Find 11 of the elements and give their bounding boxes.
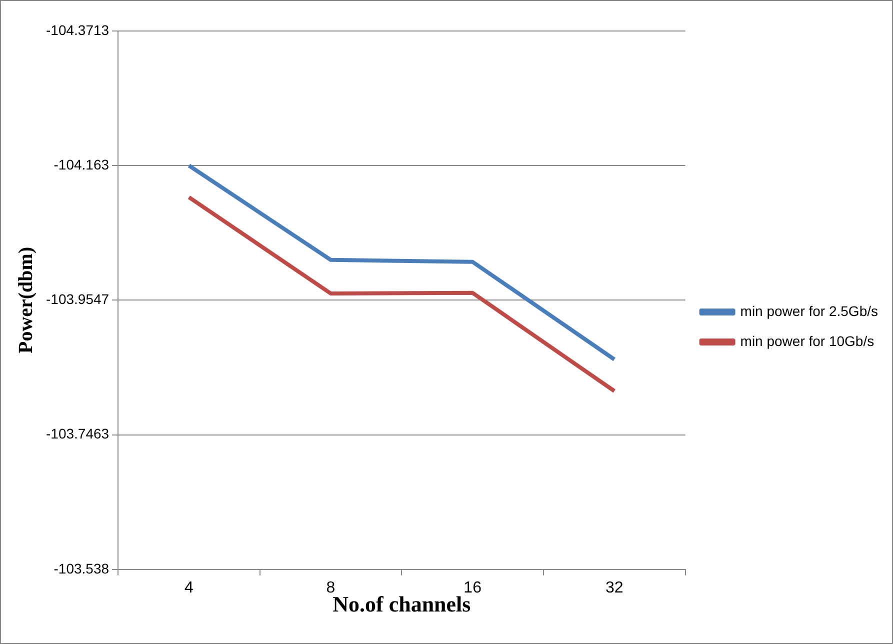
y-tick-label: -103.538 — [54, 560, 110, 576]
y-tick-label: -104.3713 — [46, 22, 110, 38]
y-tick-label: -103.7463 — [46, 426, 110, 442]
x-tick-label: 8 — [326, 579, 336, 596]
y-tick-label: -103.9547 — [46, 291, 110, 308]
legend-label: min power for 2.5Gb/s — [740, 302, 878, 319]
x-tick-label: 4 — [184, 579, 194, 596]
legend-label: min power for 10Gb/s — [740, 332, 874, 349]
y-axis-title: Power(dbm) — [15, 246, 38, 354]
x-tick-label: 32 — [605, 579, 624, 596]
y-tick-label: -104.163 — [54, 156, 110, 172]
